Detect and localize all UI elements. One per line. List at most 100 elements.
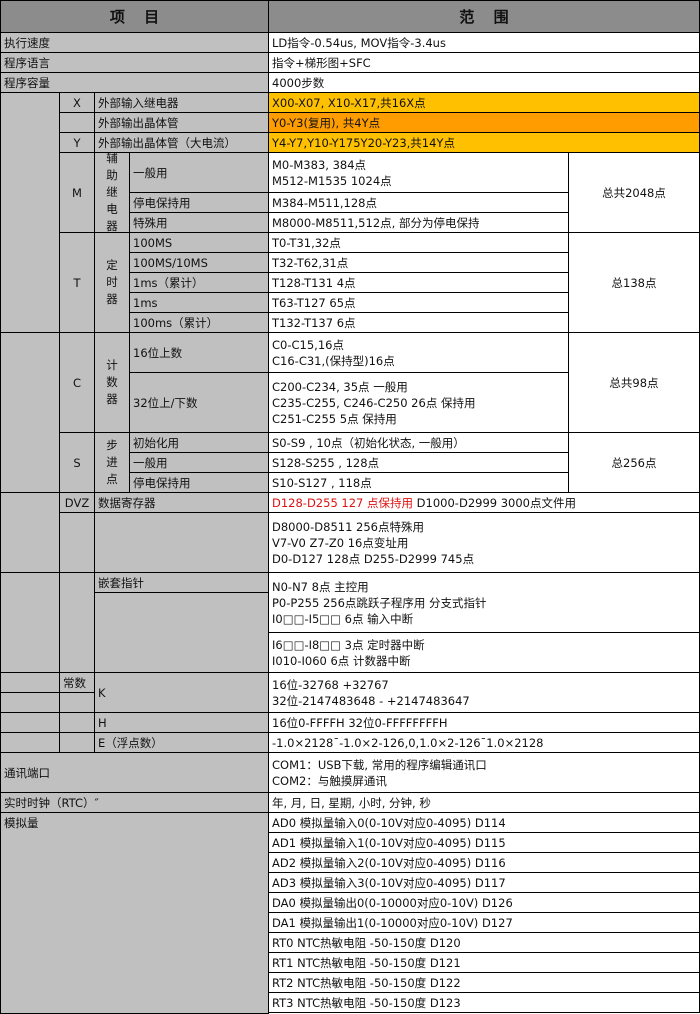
pointer-label-text: 嵌套指针 [98, 575, 144, 590]
analog-row: AD1 模拟量输入1(0-10V对应0-4095) D115 [269, 833, 700, 853]
analog-row: RT1 NTC热敏电阻 -50-150度 D121 [269, 953, 700, 973]
blank-cell [60, 113, 95, 133]
capacity-value-text: 4000步数 [272, 75, 325, 90]
t-row-value-text: T0-T31,32点 [272, 235, 341, 250]
header-range-text: 范 围 [459, 7, 509, 26]
y-label-text: 外部输出晶体管（大电流） [98, 135, 236, 150]
h-value: 16位0-FFFFH 32位0-FFFFFFFFH [269, 713, 700, 733]
analog-row-text: RT2 NTC热敏电阻 -50-150度 D122 [272, 975, 461, 990]
speed-value-text: LD指令-0.54us, MOV指令-3.4us [272, 35, 446, 50]
comm-value-text: COM1：USB下载, 常用的程序编辑通讯口 COM2：与触摸屏通讯 [272, 757, 487, 788]
t-total-text: 总138点 [611, 275, 657, 290]
analog-row-text: AD2 模拟量输入2(0-10V对应0-4095) D116 [272, 855, 506, 870]
language-value-text: 指令+梯形图+SFC [272, 55, 371, 70]
t-row-label-text: 1ms（累计） [133, 275, 204, 290]
c-total-text: 总共98点 [609, 375, 659, 390]
header-item-text: 项 目 [109, 7, 160, 26]
s-row-value: S10-S127 , 118点 [269, 473, 569, 493]
constants-label-text: 常数 [63, 676, 86, 690]
header-item: 项 目 [0, 0, 269, 33]
s-row-label-text: 初始化用 [133, 435, 179, 450]
group-cell [0, 573, 60, 673]
t-row-label: 100MS [130, 233, 269, 253]
constants-label: 常数 [60, 673, 95, 693]
s-row-value-text: S10-S127 , 118点 [272, 475, 372, 490]
t-row-label-text: 100ms（累计） [133, 315, 219, 330]
s-row-label: 停电保持用 [130, 473, 269, 493]
s-total: 总256点 [569, 433, 700, 493]
y-value: Y4-Y7,Y10-Y175Y20-Y23,共14Y点 [269, 133, 700, 153]
m-total: 总共2048点 [569, 153, 700, 233]
d-code: DVZ [60, 493, 95, 513]
m-row-value: M0-M383, 384点 M512-M1535 1024点 [269, 153, 569, 193]
analog-label-text: 模拟量 [4, 816, 39, 830]
comm-label: 通讯端口 [0, 753, 269, 793]
group-cell [0, 693, 60, 713]
blank-cell [60, 513, 95, 573]
s-row-value-text: S0-S9 , 10点（初始化状态, 一般用） [272, 435, 465, 450]
language-value: 指令+梯形图+SFC [269, 53, 700, 73]
y-label: 外部输出晶体管（大电流） [95, 133, 269, 153]
m-group-label: 辅 助 继 电 器 [95, 153, 130, 233]
m-group-label-text: 辅 助 继 电 器 [106, 153, 118, 233]
speed-label: 执行速度 [0, 33, 269, 53]
rtc-label-text: 实时时钟（RTC）″ [4, 795, 99, 810]
t-row-value-text: T128-T131 4点 [272, 275, 356, 290]
c-row-value-text: C200-C234, 35点 一般用 C235-C255, C246-C250 … [272, 379, 476, 426]
d-value-2: D8000-D8511 256点特殊用 V7-V0 Z7-Z0 16点变址用 D… [269, 513, 700, 573]
e-value-text: -1.0×2128¯-1.0×2-126,0,1.0×2-126¯1.0×212… [272, 735, 544, 750]
speed-label-text: 执行速度 [4, 35, 50, 50]
d-label-text: 数据寄存器 [98, 495, 156, 510]
m-row-value-text: M384-M511,128点 [272, 195, 377, 210]
m-row-value-text: M8000-M8511,512点, 部分为停电保持 [272, 215, 480, 230]
c-row-value: C200-C234, 35点 一般用 C235-C255, C246-C250 … [269, 373, 569, 433]
t-code: T [60, 233, 95, 333]
analog-row: RT2 NTC热敏电阻 -50-150度 D122 [269, 973, 700, 993]
y0-value: Y0-Y3(复用), 共4Y点 [269, 113, 700, 133]
s-total-text: 总256点 [611, 455, 657, 470]
y-code-text: Y [73, 135, 81, 150]
m-row-label: 一般用 [130, 153, 269, 193]
t-row-label: 100MS/10MS [130, 253, 269, 273]
rtc-label: 实时时钟（RTC）″ [0, 793, 269, 813]
x-label: 外部输入继电器 [95, 93, 269, 113]
t-row-value-text: T132-T137 6点 [272, 315, 356, 330]
t-group-label: 定 时 器 [95, 233, 130, 333]
analog-row-text: AD1 模拟量输入1(0-10V对应0-4095) D115 [272, 835, 506, 850]
c-row-label: 32位上/下数 [130, 373, 269, 433]
language-label-text: 程序语言 [4, 55, 50, 70]
s-row-value: S0-S9 , 10点（初始化状态, 一般用） [269, 433, 569, 453]
blank-cell [60, 733, 95, 753]
t-row-label: 1ms [130, 293, 269, 313]
h-label-text: H [98, 715, 107, 730]
pointer-label: 嵌套指针 [95, 573, 269, 593]
header-range: 范 围 [269, 0, 700, 33]
analog-row: AD2 模拟量输入2(0-10V对应0-4095) D116 [269, 853, 700, 873]
analog-row: AD0 模拟量输入0(0-10V对应0-4095) D114 [269, 813, 700, 833]
k-value-text: 16位-32768 +32767 32位-2147483648 - +21474… [272, 677, 470, 708]
group-cell [0, 333, 60, 493]
c-row-value: C0-C15,16点 C16-C31,(保持型)16点 [269, 333, 569, 373]
analog-row-text: AD0 模拟量输入0(0-10V对应0-4095) D114 [272, 815, 506, 830]
group-cell [0, 713, 60, 733]
analog-row-text: AD3 模拟量输入3(0-10V对应0-4095) D117 [272, 875, 506, 890]
t-row-value: T128-T131 4点 [269, 273, 569, 293]
m-row-label-text: 特殊用 [133, 215, 168, 230]
m-code-text: M [72, 185, 82, 200]
m-row-label: 特殊用 [130, 213, 269, 233]
pointer-value-2-text: I6□□-I8□□ 3点 定时器中断 I010-I060 6点 计数器中断 [272, 637, 425, 668]
t-row-label: 1ms（累计） [130, 273, 269, 293]
t-row-value-text: T63-T127 65点 [272, 295, 356, 310]
s-row-label: 一般用 [130, 453, 269, 473]
h-label: H [95, 713, 269, 733]
d-label: 数据寄存器 [95, 493, 269, 513]
m-row-label-text: 一般用 [133, 165, 168, 180]
analog-row-text: DA1 模拟量输出1(0-10000对应0-10V) D127 [272, 915, 513, 930]
x-label-text: 外部输入继电器 [98, 95, 179, 110]
d-code-text: DVZ [64, 495, 90, 510]
s-code: S [60, 433, 95, 493]
blank-cell [60, 693, 95, 713]
c-group-label: 计 数 器 [95, 333, 130, 433]
s-row-label-text: 停电保持用 [133, 475, 191, 490]
t-total: 总138点 [569, 233, 700, 333]
